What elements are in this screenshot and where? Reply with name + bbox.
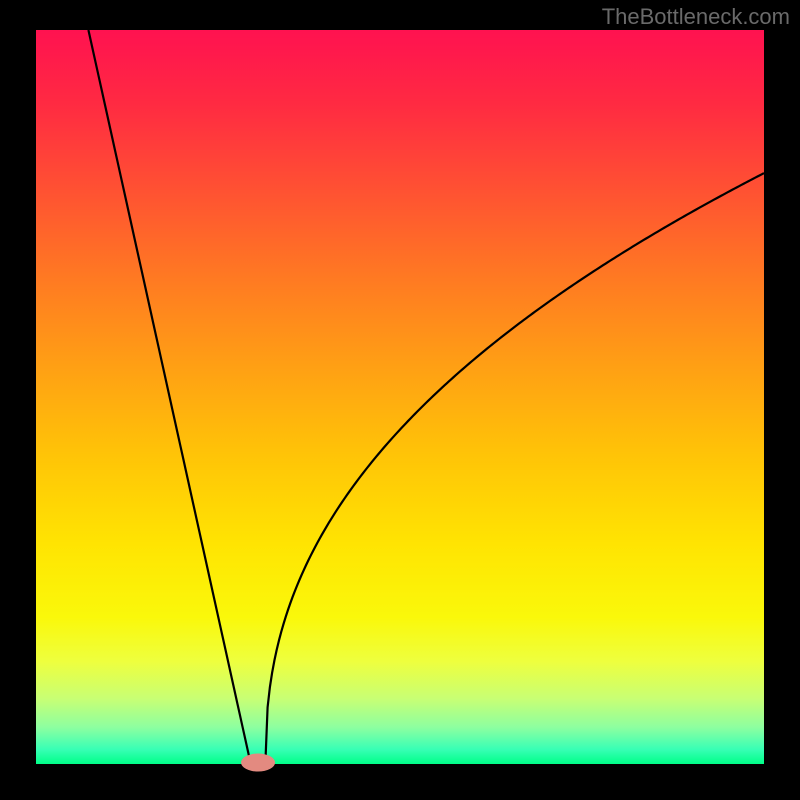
chart-container: TheBottleneck.com — [0, 0, 800, 800]
watermark-text: TheBottleneck.com — [602, 4, 790, 30]
optimal-marker — [241, 754, 275, 772]
plot-background — [36, 30, 764, 764]
bottleneck-chart — [0, 0, 800, 800]
